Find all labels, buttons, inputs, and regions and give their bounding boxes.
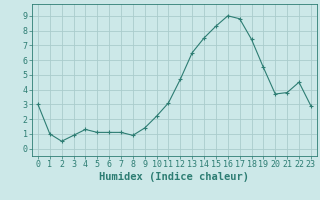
X-axis label: Humidex (Indice chaleur): Humidex (Indice chaleur) bbox=[100, 172, 249, 182]
